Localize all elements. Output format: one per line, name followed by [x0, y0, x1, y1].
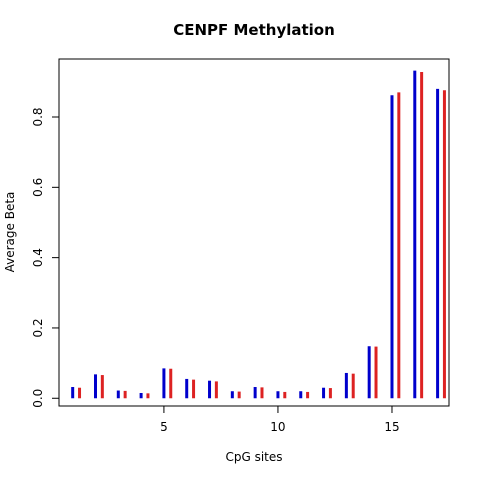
x-axis-label: CpG sites	[225, 450, 282, 464]
x-tick-label-15: 15	[384, 420, 399, 434]
chart-title: CENPF Methylation	[173, 21, 335, 39]
y-tick-label-0.2: 0.2	[31, 318, 45, 337]
y-axis-label: Average Beta	[3, 192, 17, 273]
x-axis: 5 10 15	[160, 406, 400, 434]
y-tick-label-0.4: 0.4	[31, 248, 45, 267]
bars-group	[73, 71, 445, 399]
y-tick-label-0.8: 0.8	[31, 107, 45, 126]
x-tick-label-10: 10	[270, 420, 285, 434]
y-tick-label-0.0: 0.0	[31, 389, 45, 408]
y-axis: 0.0 0.2 0.4 0.6 0.8	[31, 107, 59, 407]
x-tick-label-5: 5	[160, 420, 168, 434]
y-tick-label-0.6: 0.6	[31, 178, 45, 197]
